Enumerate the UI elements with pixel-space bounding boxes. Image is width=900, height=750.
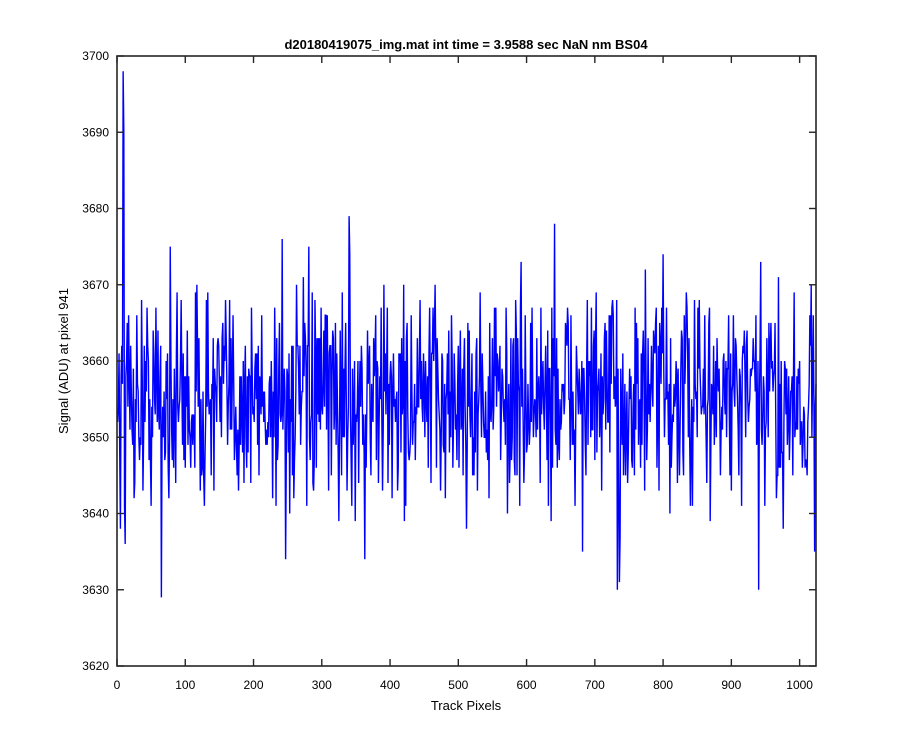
chart-title: d20180419075_img.mat int time = 3.9588 s… xyxy=(284,37,648,52)
x-tick-label: 800 xyxy=(653,678,673,692)
series-line xyxy=(116,71,817,598)
y-axis-label: Signal (ADU) at pixel 941 xyxy=(56,288,71,434)
series-layer xyxy=(116,71,817,598)
x-tick-label: 400 xyxy=(380,678,400,692)
x-axis-label: Track Pixels xyxy=(431,698,502,713)
x-tick-label: 700 xyxy=(585,678,605,692)
x-tick-label: 200 xyxy=(244,678,264,692)
x-tick-label: 300 xyxy=(312,678,332,692)
y-tick-label: 3700 xyxy=(82,49,109,63)
y-tick-label: 3630 xyxy=(82,583,109,597)
y-tick-label: 3690 xyxy=(82,125,109,139)
y-tick-label: 3650 xyxy=(82,430,109,444)
x-tick-label: 0 xyxy=(114,678,121,692)
y-tick-label: 3660 xyxy=(82,354,109,368)
x-tick-label: 500 xyxy=(448,678,468,692)
x-tick-label: 600 xyxy=(517,678,537,692)
x-tick-label: 900 xyxy=(721,678,741,692)
x-tick-label: 1000 xyxy=(786,678,813,692)
y-tick-label: 3640 xyxy=(82,507,109,521)
y-tick-label: 3680 xyxy=(82,202,109,216)
y-tick-label: 3670 xyxy=(82,278,109,292)
x-tick-label: 100 xyxy=(175,678,195,692)
y-tick-label: 3620 xyxy=(82,659,109,673)
axes-layer: 0 100 200 300 400 500 600 700 800 900 1000 3620 3630… xyxy=(82,49,817,692)
